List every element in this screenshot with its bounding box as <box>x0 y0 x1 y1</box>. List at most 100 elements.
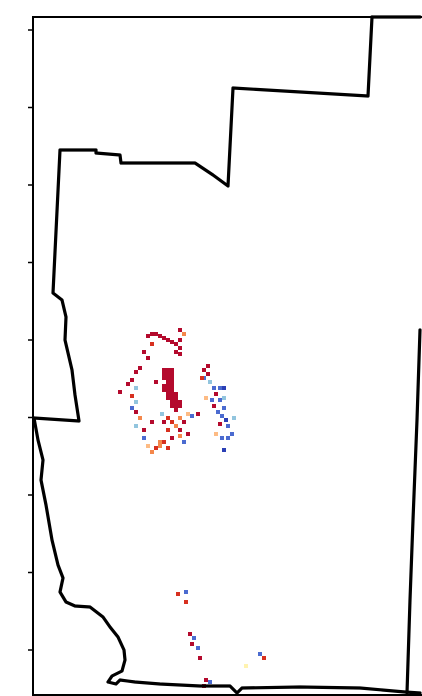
raster-pixel <box>166 428 170 432</box>
raster-pixel <box>206 364 210 368</box>
raster-pixel <box>208 380 212 384</box>
raster-pixel <box>210 398 214 402</box>
raster-pixel <box>138 416 142 420</box>
raster-pixel <box>170 380 174 384</box>
raster-pixel <box>158 334 162 338</box>
raster-pixel <box>222 386 226 390</box>
raster-pixel <box>206 372 210 376</box>
raster-pixel <box>244 664 248 668</box>
raster-pixel <box>138 366 142 370</box>
raster-pixel <box>192 636 196 640</box>
raster-pixel <box>182 332 186 336</box>
raster-pixel <box>230 432 234 436</box>
raster-pixel <box>166 416 170 420</box>
raster-pixel <box>178 428 182 432</box>
raster-pixel <box>170 376 174 380</box>
raster-pixel <box>262 656 266 660</box>
raster-pixel <box>170 404 174 408</box>
raster-pixel <box>220 436 224 440</box>
raster-pixel <box>162 376 166 380</box>
raster-pixel <box>154 332 158 336</box>
raster-pixel <box>184 590 188 594</box>
raster-pixel <box>130 394 134 398</box>
raster-pixel <box>146 334 150 338</box>
raster-pixel <box>150 420 154 424</box>
raster-pixel <box>134 410 138 414</box>
raster-pixel <box>182 420 186 424</box>
raster-pixel <box>166 372 170 376</box>
raster-pixel <box>160 412 164 416</box>
raster-pixel <box>162 420 166 424</box>
raster-pixel <box>166 384 170 388</box>
raster-pixel <box>222 406 226 410</box>
raster-pixel <box>174 404 178 408</box>
raster-pixel <box>174 424 178 428</box>
raster-pixel <box>214 432 218 436</box>
raster-pixel <box>166 446 170 450</box>
raster-pixel <box>218 422 222 426</box>
raster-pixel <box>204 396 208 400</box>
raster-pixel <box>118 390 122 394</box>
raster-pixel <box>222 448 226 452</box>
raster-pixel <box>178 416 182 420</box>
raster-pixel <box>178 352 182 356</box>
raster-pixel <box>142 436 146 440</box>
raster-pixel <box>198 656 202 660</box>
raster-pixel <box>162 368 166 372</box>
raster-pixel <box>174 350 178 354</box>
raster-pixel <box>150 450 154 454</box>
raster-pixel <box>218 386 222 390</box>
raster-pixel <box>204 678 208 682</box>
raster-pixel <box>222 396 226 400</box>
raster-pixel <box>142 350 146 354</box>
raster-pixel <box>170 384 174 388</box>
raster-pixel <box>134 386 138 390</box>
raster-pixel <box>174 392 178 396</box>
raster-pixel <box>174 400 178 404</box>
y-axis-ticks <box>28 29 33 651</box>
raster-pixel <box>220 414 224 418</box>
raster-pixel <box>170 396 174 400</box>
raster-pixel <box>214 392 218 396</box>
raster-pixel <box>218 398 222 402</box>
raster-pixel <box>134 370 138 374</box>
raster-pixel <box>178 328 182 332</box>
raster-pixel <box>146 356 150 360</box>
raster-pixel <box>232 416 236 420</box>
raster-pixel <box>142 428 146 432</box>
raster-pixel <box>170 436 174 440</box>
raster-pixel <box>186 432 190 436</box>
raster-pixel <box>190 414 194 418</box>
raster-pixel <box>166 338 170 342</box>
raster-pixel <box>186 412 190 416</box>
raster-pixel <box>212 404 216 408</box>
raster-pixel <box>170 400 174 404</box>
raster-pixel <box>196 412 200 416</box>
raster-pixel <box>154 446 158 450</box>
raster-pixel <box>226 436 230 440</box>
raster-pixel <box>150 332 154 336</box>
raster-pixel <box>224 418 228 422</box>
raster-pixel <box>226 424 230 428</box>
raster-pixel <box>174 342 178 346</box>
raster-pixel <box>170 340 174 344</box>
raster-pixel <box>130 378 134 382</box>
raster-pixel <box>178 346 182 350</box>
raster-pixel <box>162 440 166 444</box>
raster-pixel <box>158 440 162 444</box>
raster-pixel <box>202 368 206 372</box>
raster-pixel <box>170 420 174 424</box>
raster-pixel <box>170 388 174 392</box>
raster-pixel <box>190 642 194 646</box>
raster-pixel <box>162 336 166 340</box>
raster-pixel <box>126 382 130 386</box>
raster-pixel <box>166 396 170 400</box>
raster-pixel <box>170 392 174 396</box>
raster-pixel <box>170 372 174 376</box>
raster-pixel <box>134 400 138 404</box>
raster-pixel <box>146 444 150 448</box>
raster-pixel <box>162 372 166 376</box>
raster-pixel <box>176 592 180 596</box>
